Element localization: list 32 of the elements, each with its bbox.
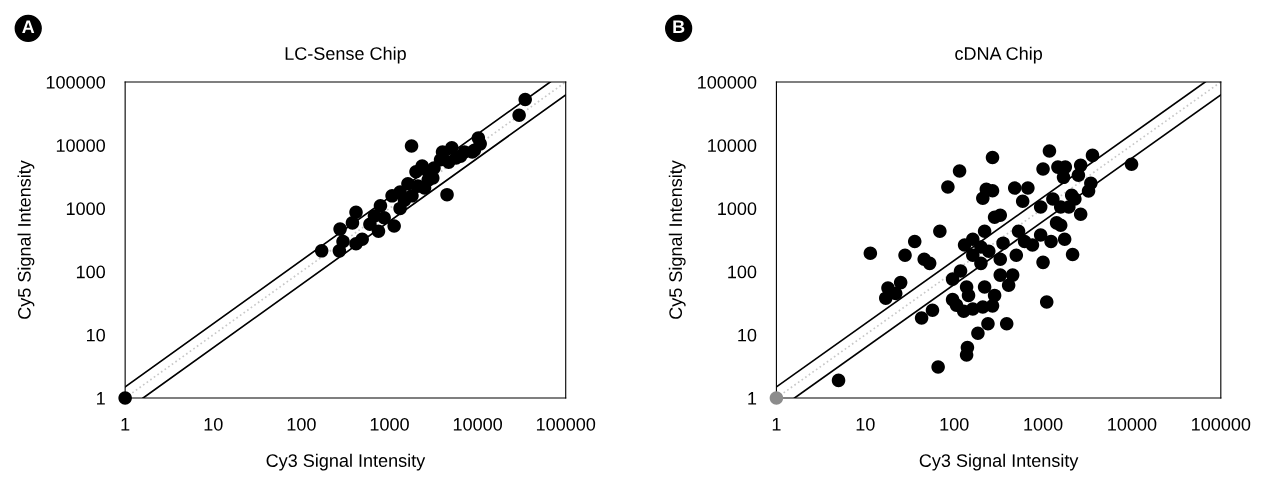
y-axis-title: Cy5 Signal Intensity (17, 160, 35, 319)
x-tick-label: 10000 (1108, 417, 1157, 431)
x-tick-label: 1 (121, 418, 130, 431)
y-tick-label: 1 (748, 392, 757, 405)
x-tick-label: 100 (287, 417, 316, 431)
y-tick-label: 100 (728, 265, 757, 279)
x-tick-label: 100000 (536, 417, 596, 431)
x-tick-label: 10 (204, 417, 223, 431)
x-tick-label: 1 (772, 418, 781, 431)
chart-title: cDNA Chip (955, 46, 1043, 64)
x-tick-label: 100 (940, 417, 969, 431)
x-tick-label: 10000 (453, 417, 502, 431)
y-tick-label: 1000 (66, 202, 105, 216)
y-tick-label: 10 (738, 328, 757, 342)
x-tick-label: 10 (856, 417, 875, 431)
text: A (22, 20, 35, 33)
x-tick-label: 1000 (1024, 417, 1063, 431)
y-tick-label: 100 (76, 265, 105, 279)
y-axis-title: Cy5 Signal Intensity (668, 160, 686, 319)
y-tick-label: 1000 (718, 202, 757, 216)
y-tick-label: 100000 (46, 75, 105, 89)
x-tick-label: 1000 (370, 417, 409, 431)
x-axis-title: Cy3 Signal Intensity (919, 453, 1079, 471)
y-tick-label: 100000 (698, 75, 757, 89)
y-tick-label: 1 (97, 392, 105, 405)
y-tick-label: 10000 (56, 139, 105, 152)
chart-title: LC-Sense Chip (285, 46, 406, 64)
y-tick-label: 10000 (708, 139, 757, 152)
x-tick-label: 100000 (1192, 417, 1251, 431)
y-tick-label: 10 (87, 328, 105, 342)
text: B (673, 20, 685, 33)
x-axis-title: Cy3 Signal Intensity (266, 453, 426, 471)
